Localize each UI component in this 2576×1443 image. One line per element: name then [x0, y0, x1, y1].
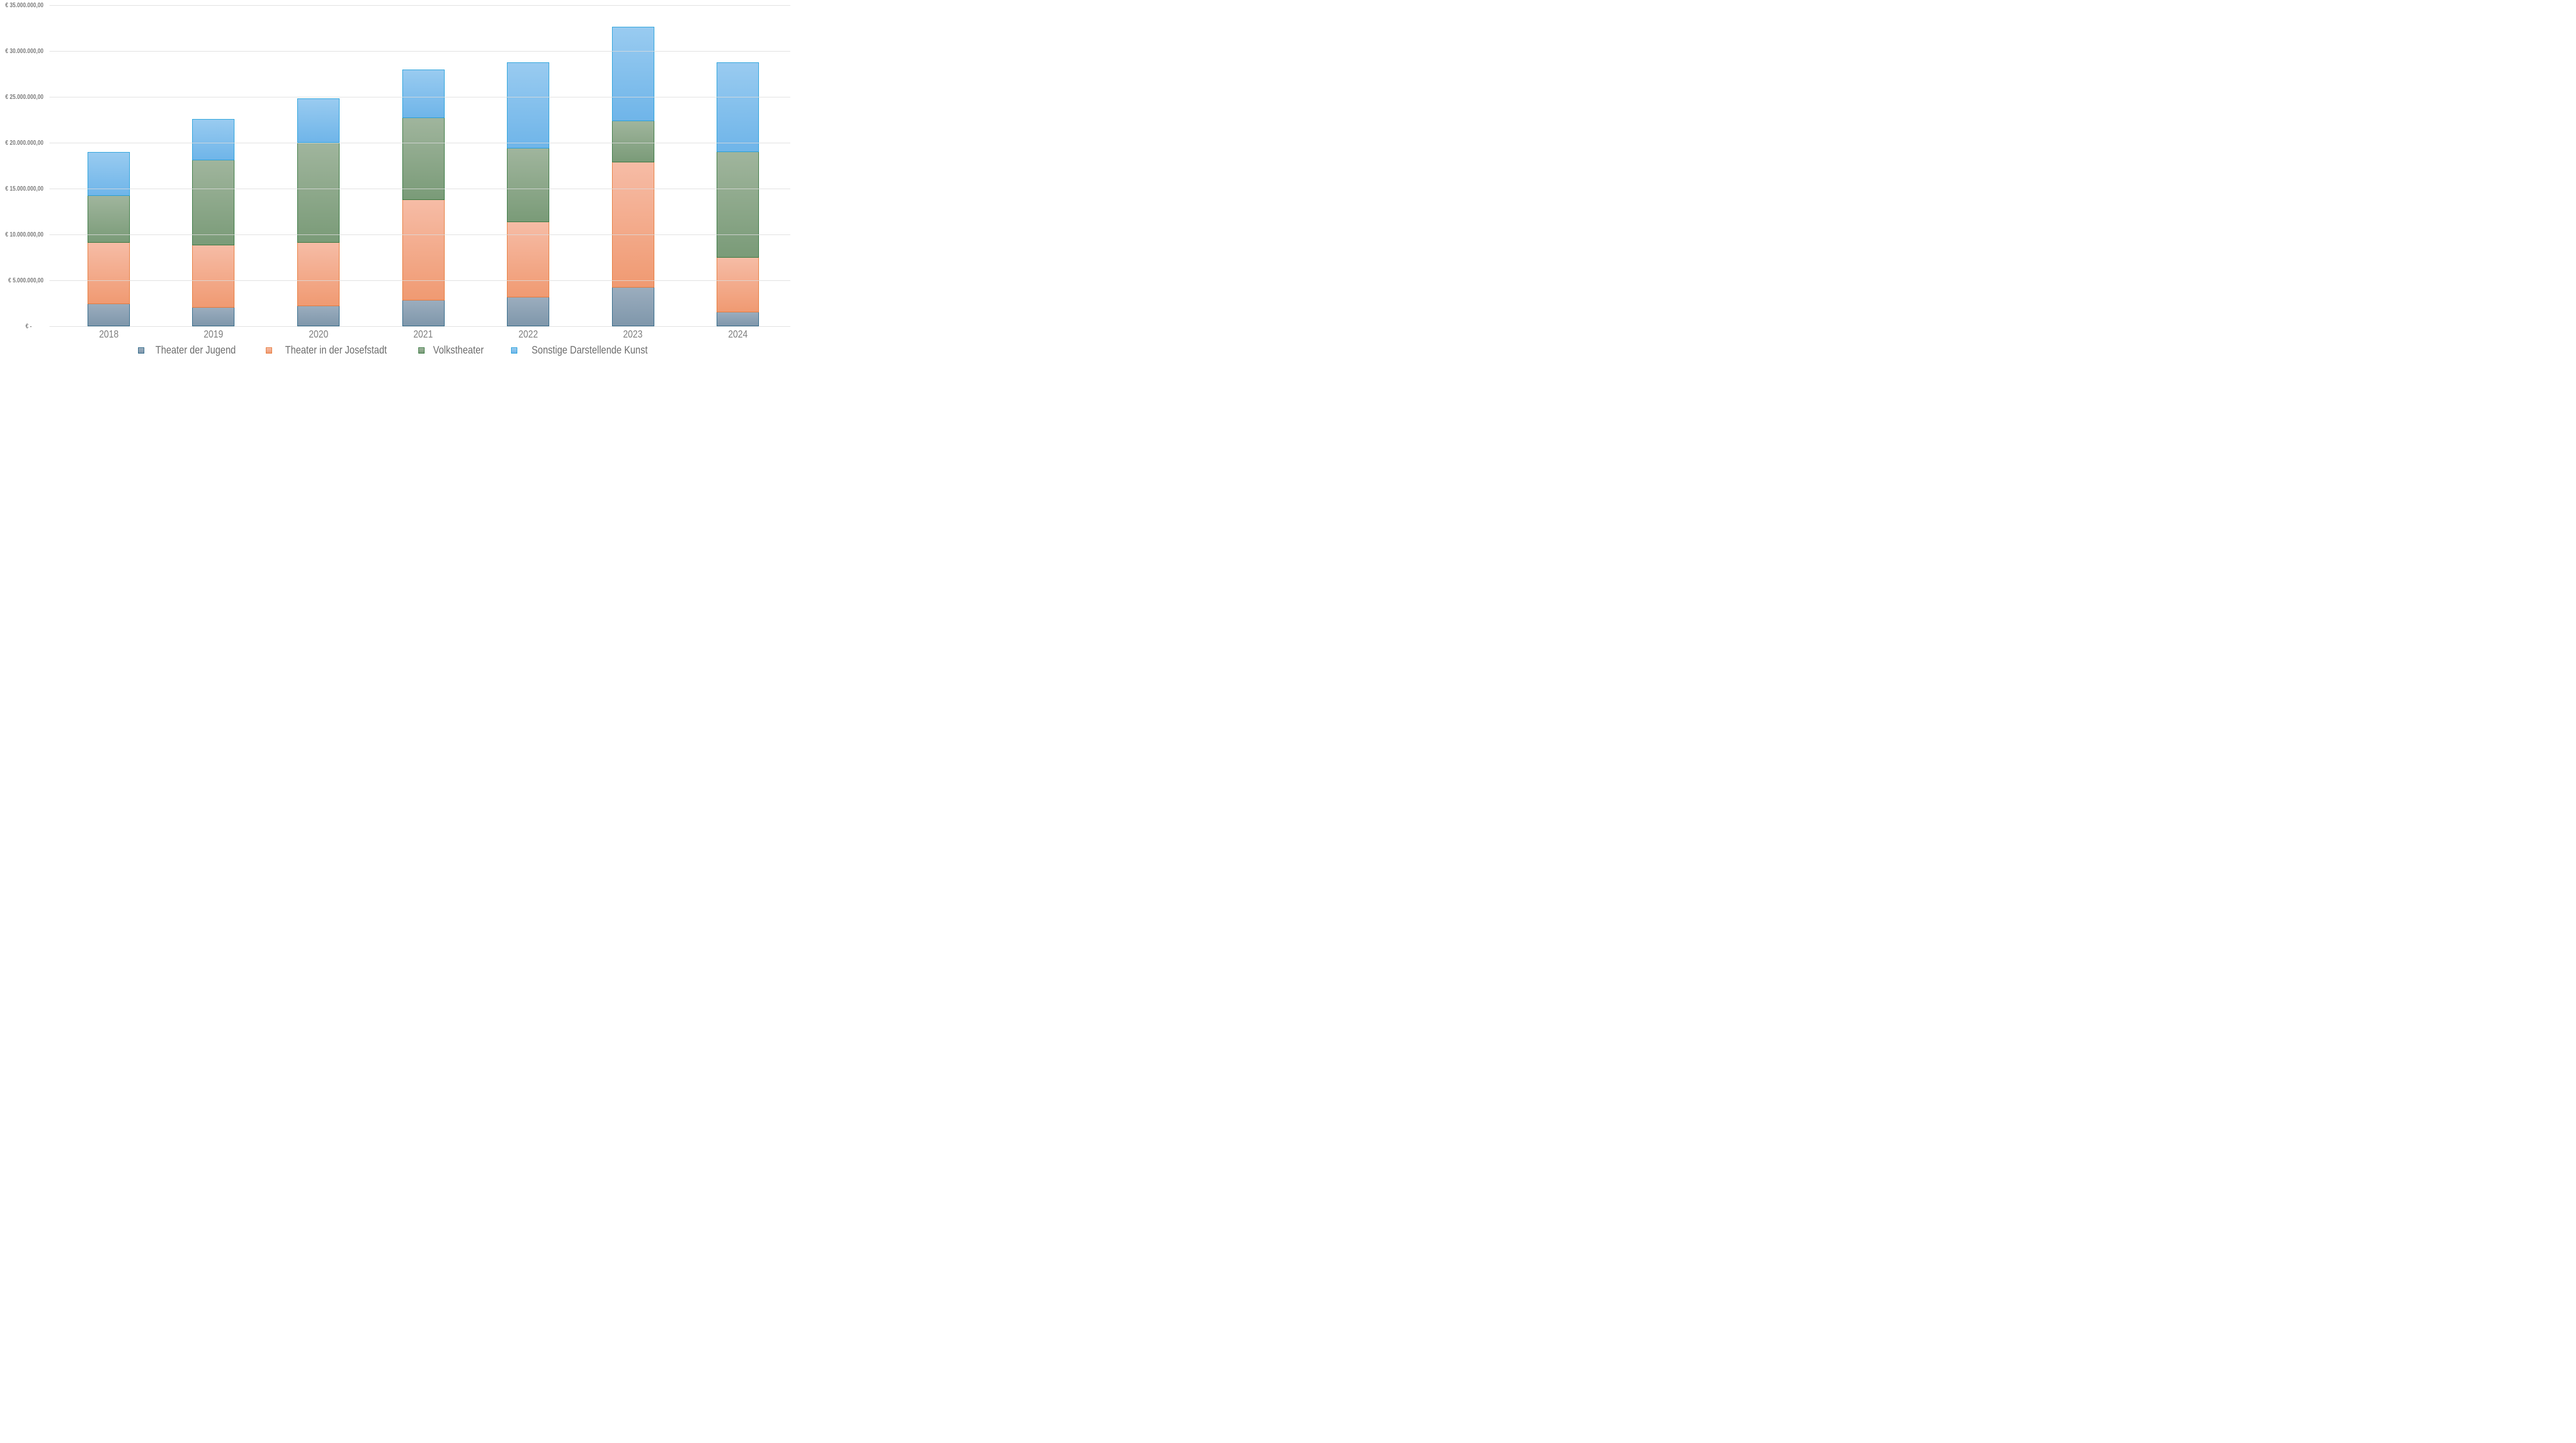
bar-segment-theater-in-der-josefstadt: [192, 245, 235, 308]
x-axis-label-2020: 2020: [309, 329, 328, 340]
legend-swatch-volkstheater: [418, 347, 425, 354]
bar-segment-theater-in-der-josefstadt: [87, 243, 130, 305]
bar-segment-volkstheater: [87, 196, 130, 243]
legend-label-sonstige-darstellende-kunst: Sonstige Darstellende Kunst: [531, 344, 648, 356]
stacked-bar-2019: [192, 5, 235, 326]
y-axis-tick-label: € 20.000.000,00: [5, 139, 43, 146]
bar-column-2023: [581, 5, 686, 326]
legend-swatch-theater-der-jugend: [138, 347, 145, 354]
bar-segment-sonstige-darstellende-kunst: [297, 98, 340, 143]
legend-swatch-sonstige-darstellende-kunst: [511, 347, 517, 354]
stacked-bar-2018: [87, 5, 130, 326]
stacked-bar-2022: [507, 5, 550, 326]
legend-label-theater-in-der-josefstadt: Theater in der Josefstadt: [285, 344, 387, 356]
bar-column-2022: [476, 5, 581, 326]
legend-label-theater-der-jugend: Theater der Jugend: [156, 344, 236, 356]
x-axis-label-2022: 2022: [518, 329, 538, 340]
bar-segment-sonstige-darstellende-kunst: [192, 119, 235, 160]
stacked-bar-2021: [402, 5, 445, 326]
legend-label-volkstheater: Volkstheater: [433, 344, 484, 356]
legend-swatch-theater-in-der-josefstadt: [265, 347, 272, 354]
y-axis-tick-label: € 10.000.000,00: [5, 231, 43, 238]
bar-segment-theater-der-jugend: [717, 312, 759, 326]
bar-segment-theater-der-jugend: [192, 308, 235, 326]
legend-item-sonstige-darstellende-kunst: Sonstige Darstellende Kunst: [511, 344, 658, 357]
bar-segment-volkstheater: [402, 118, 445, 200]
bar-segment-theater-in-der-josefstadt: [507, 222, 550, 297]
legend-item-theater-in-der-josefstadt: Theater in der Josefstadt: [265, 344, 396, 357]
bar-segment-theater-in-der-josefstadt: [402, 200, 445, 301]
bar-column-2021: [371, 5, 476, 326]
bar-segment-sonstige-darstellende-kunst: [402, 69, 445, 118]
x-axis-label-2021: 2021: [413, 329, 433, 340]
bar-segment-volkstheater: [507, 148, 550, 222]
bar-segment-volkstheater: [192, 160, 235, 246]
bar-column-2020: [266, 5, 371, 326]
plot-area: € - € 5.000.000,00 € 10.000.000,00 € 15.000…: [5, 2, 790, 330]
bar-segment-sonstige-darstellende-kunst: [87, 152, 130, 196]
x-axis-label-2018: 2018: [98, 329, 118, 340]
bar-segment-theater-der-jugend: [297, 306, 340, 326]
bar-segment-theater-der-jugend: [87, 304, 130, 326]
bar-segment-sonstige-darstellende-kunst: [507, 62, 550, 148]
bar-segment-theater-in-der-josefstadt: [297, 243, 340, 306]
bars-layer: [56, 5, 790, 326]
x-axis-label-2023: 2023: [623, 329, 643, 340]
bar-segment-theater-der-jugend: [402, 300, 445, 326]
legend: Theater der Jugend Theater in der Josefst…: [0, 344, 796, 357]
bar-segment-volkstheater: [717, 152, 759, 258]
y-axis-tick-label: € 5.000.000,00: [8, 277, 43, 284]
legend-item-theater-der-jugend: Theater der Jugend: [138, 344, 243, 357]
stacked-bar-2020: [297, 5, 340, 326]
bar-column-2024: [685, 5, 790, 326]
chart-root: € - € 5.000.000,00 € 10.000.000,00 € 15.000…: [0, 0, 796, 361]
stacked-bar-2024: [717, 5, 759, 326]
x-axis-label-2024: 2024: [728, 329, 748, 340]
bar-segment-theater-in-der-josefstadt: [612, 162, 654, 288]
legend-item-volkstheater: Volkstheater: [418, 344, 488, 357]
bar-segment-sonstige-darstellende-kunst: [717, 62, 759, 152]
y-axis-tick-label: € 15.000.000,00: [5, 185, 43, 192]
bar-segment-theater-der-jugend: [507, 297, 550, 326]
bar-segment-theater-in-der-josefstadt: [717, 257, 759, 313]
bar-column-2018: [56, 5, 161, 326]
bar-column-2019: [161, 5, 266, 326]
x-axis: 2018 2019 2020 2021 2022 2023 2024: [56, 329, 790, 341]
y-axis-tick-label: € 25.000.000,00: [5, 93, 43, 100]
bar-segment-volkstheater: [297, 143, 340, 243]
bar-segment-theater-der-jugend: [612, 288, 654, 326]
y-axis-tick-label: € 35.000.000,00: [5, 2, 43, 9]
y-axis-tick-label: € -: [26, 323, 32, 330]
x-axis-label-2019: 2019: [204, 329, 224, 340]
stacked-bar-2023: [612, 5, 654, 326]
y-axis-tick-label: € 30.000.000,00: [5, 47, 43, 55]
bar-segment-volkstheater: [612, 121, 654, 163]
bar-segment-sonstige-darstellende-kunst: [612, 26, 654, 122]
